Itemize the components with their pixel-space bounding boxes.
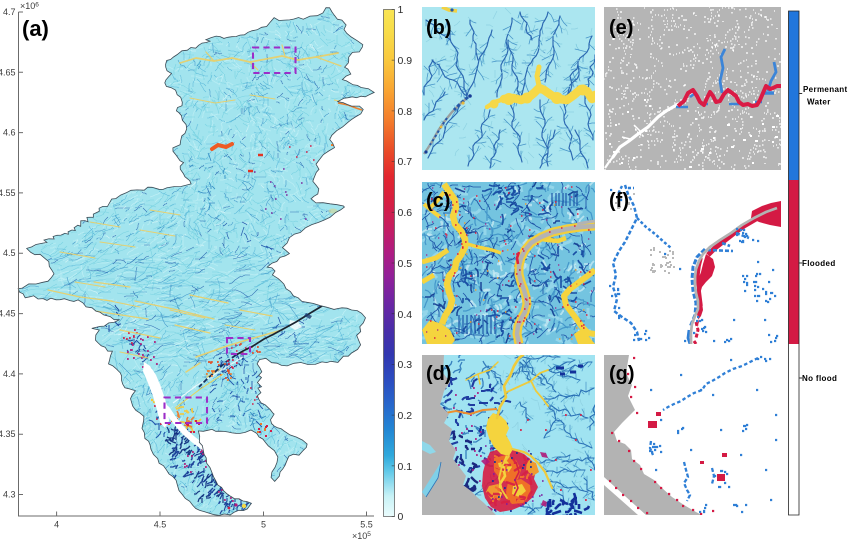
svg-text:(a): (a) (22, 16, 49, 41)
svg-text:4.4: 4.4 (3, 369, 16, 379)
svg-text:0.8: 0.8 (398, 106, 413, 118)
svg-text:4.6: 4.6 (3, 128, 16, 138)
svg-text:4.65: 4.65 (0, 67, 16, 77)
svg-text:4.5: 4.5 (3, 248, 16, 258)
svg-text:×105: ×105 (352, 531, 371, 540)
svg-text:0.4: 0.4 (398, 309, 413, 321)
svg-text:4.35: 4.35 (0, 429, 16, 439)
svg-text:4.55: 4.55 (0, 188, 16, 198)
svg-text:(c): (c) (426, 190, 450, 212)
svg-text:×106: ×106 (20, 1, 39, 11)
svg-text:5.5: 5.5 (360, 520, 373, 530)
svg-text:4: 4 (54, 520, 59, 530)
svg-text:0.5: 0.5 (398, 258, 413, 270)
svg-text:0.1: 0.1 (398, 461, 413, 473)
svg-text:(g): (g) (609, 363, 635, 385)
svg-text:(b): (b) (426, 17, 452, 39)
svg-text:(d): (d) (426, 363, 452, 385)
svg-text:0.7: 0.7 (398, 156, 413, 168)
svg-text:(f): (f) (609, 190, 629, 212)
svg-text:Water: Water (807, 98, 831, 107)
svg-text:No flood: No flood (802, 374, 837, 383)
svg-text:4.45: 4.45 (0, 309, 16, 319)
svg-text:4.5: 4.5 (154, 520, 167, 530)
svg-text:(e): (e) (609, 17, 633, 39)
svg-text:0.9: 0.9 (398, 55, 413, 67)
svg-text:4.7: 4.7 (3, 7, 16, 17)
svg-text:4.3: 4.3 (3, 490, 16, 500)
svg-text:5: 5 (261, 520, 266, 530)
svg-text:Permenant: Permenant (803, 85, 848, 94)
svg-text:0.2: 0.2 (398, 410, 413, 422)
svg-text:Flooded: Flooded (802, 259, 836, 268)
svg-text:0.3: 0.3 (398, 359, 413, 371)
svg-text:1: 1 (398, 4, 404, 16)
svg-text:0: 0 (398, 511, 404, 523)
svg-text:0.6: 0.6 (398, 207, 413, 219)
